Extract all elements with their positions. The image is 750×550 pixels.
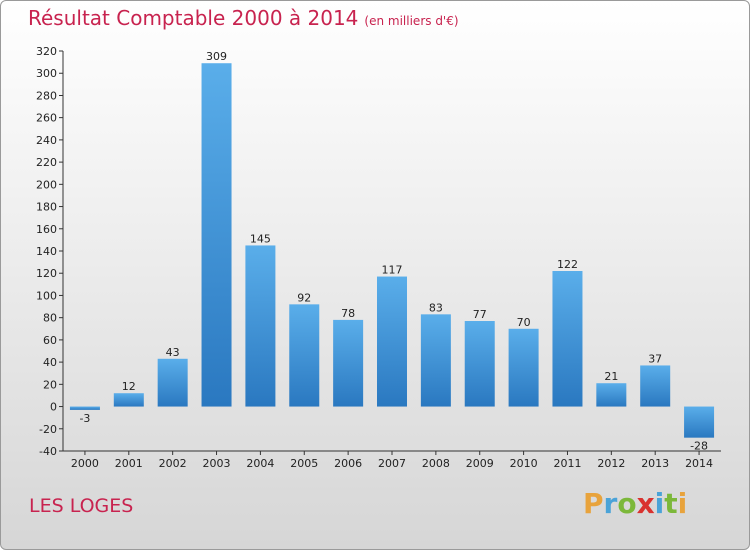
y-tick-label: 320 [36, 45, 57, 58]
x-tick-label: 2014 [685, 457, 713, 470]
bar-2011 [552, 271, 583, 407]
y-tick-label: 160 [36, 223, 57, 236]
y-tick-label: 0 [50, 401, 57, 414]
bar-2001 [113, 393, 144, 407]
y-tick-label: -20 [39, 423, 57, 436]
bar-value-label: 12 [122, 380, 136, 393]
x-tick-label: 2012 [597, 457, 625, 470]
y-tick-label: 20 [43, 378, 57, 391]
bar-value-label: 117 [382, 264, 403, 277]
y-tick-label: 240 [36, 134, 57, 147]
y-tick-label: 180 [36, 201, 57, 214]
bar-2004 [245, 245, 276, 407]
x-tick-label: 2000 [71, 457, 99, 470]
bar-2003 [201, 63, 232, 407]
x-tick-label: 2003 [203, 457, 231, 470]
bar-value-label: 21 [604, 370, 618, 383]
x-tick-label: 2013 [641, 457, 669, 470]
bar-value-label: 145 [250, 232, 271, 245]
x-tick-label: 2008 [422, 457, 450, 470]
logo-letter: x [636, 487, 655, 520]
y-tick-label: 140 [36, 245, 57, 258]
y-tick-label: 300 [36, 67, 57, 80]
y-tick-label: 200 [36, 178, 57, 191]
bar-2012 [596, 383, 627, 407]
bar-value-label: 77 [473, 308, 487, 321]
bar-value-label: 122 [557, 258, 578, 271]
x-tick-label: 2004 [246, 457, 274, 470]
bar-2000 [69, 406, 100, 410]
bar-value-label: 43 [166, 346, 180, 359]
bar-value-label: 309 [206, 50, 227, 63]
bar-value-label: -28 [690, 440, 708, 453]
logo-letter: o [617, 487, 637, 520]
y-tick-label: 220 [36, 156, 57, 169]
logo-letter: i [677, 487, 688, 520]
x-tick-label: 2007 [378, 457, 406, 470]
y-tick-label: 120 [36, 267, 57, 280]
y-tick-label: 80 [43, 312, 57, 325]
bar-2005 [289, 304, 320, 407]
chart-title: Résultat Comptable 2000 à 2014 (en millie… [28, 6, 459, 30]
logo-letter: r [603, 487, 618, 520]
bar-value-label: 78 [341, 307, 355, 320]
bar-2007 [377, 276, 407, 407]
place-name: LES LOGES [29, 495, 134, 517]
x-tick-label: 2006 [334, 457, 362, 470]
x-tick-label: 2005 [290, 457, 318, 470]
bar-2013 [640, 365, 671, 407]
bar-2010 [508, 328, 539, 407]
y-tick-label: 260 [36, 112, 57, 125]
x-tick-label: 2001 [115, 457, 143, 470]
bar-value-label: 70 [517, 316, 531, 329]
bar-2006 [333, 319, 364, 407]
logo-letter: P [583, 487, 604, 520]
bar-value-label: 37 [648, 352, 662, 365]
bar-2014 [684, 406, 715, 438]
bar-2002 [157, 358, 188, 407]
bar-value-label: 83 [429, 301, 443, 314]
x-tick-label: 2002 [159, 457, 187, 470]
x-tick-label: 2009 [466, 457, 494, 470]
proxiti-logo: Proxiti [583, 487, 687, 520]
logo-letter: i [654, 487, 665, 520]
x-tick-label: 2010 [510, 457, 538, 470]
y-tick-label: 40 [43, 356, 57, 369]
logo-letter: t [664, 487, 678, 520]
x-tick-label: 2011 [553, 457, 581, 470]
y-tick-label: 100 [36, 289, 57, 302]
bar-value-label: 92 [297, 291, 311, 304]
bar-2008 [420, 314, 451, 407]
bar-value-label: -3 [79, 412, 90, 425]
chart-subtitle: (en milliers d'€) [364, 14, 459, 28]
y-tick-label: -40 [39, 445, 57, 458]
y-tick-label: 60 [43, 334, 57, 347]
y-tick-label: 280 [36, 89, 57, 102]
bar-2009 [464, 321, 495, 407]
